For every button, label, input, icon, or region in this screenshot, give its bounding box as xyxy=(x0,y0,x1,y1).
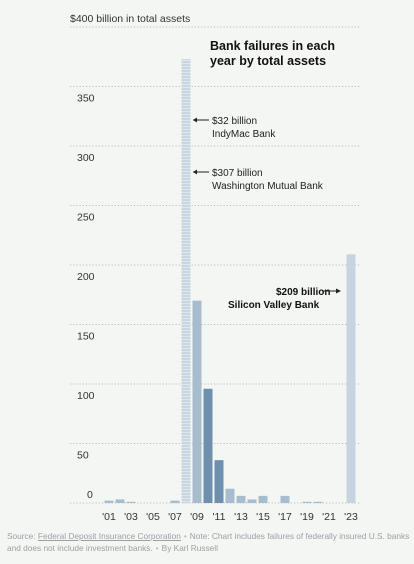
bar-2008 xyxy=(181,59,191,503)
bar-2009 xyxy=(192,300,202,503)
bar-2002 xyxy=(115,499,125,503)
annotation-indymac: $32 billion IndyMac Bank xyxy=(193,116,276,140)
bar-2014 xyxy=(247,499,257,503)
annotation-svb-value: $209 billion xyxy=(276,287,330,298)
chart-title-line-2: year by total assets xyxy=(210,54,326,68)
y-tick-label: 300 xyxy=(77,152,95,164)
y-tick-labels: 50 100 150 200 250 300 350 0 xyxy=(77,93,95,502)
x-tick-label: '17 xyxy=(278,511,292,523)
x-tick-labels: '01 '03 '05 '07 '09 '11 '13 '15 '17 '19 '21 '23 xyxy=(102,511,358,523)
bar-2003 xyxy=(126,501,136,503)
footer-note: Note: Chart includes failures of federal… xyxy=(7,531,410,553)
bar-2007 xyxy=(170,500,180,503)
annotation-wamu-bank: Washington Mutual Bank xyxy=(212,181,324,192)
y-tick-label: 250 xyxy=(77,212,95,224)
bar-2011 xyxy=(214,460,224,503)
y-tick-label: 150 xyxy=(77,331,95,343)
annotation-wamu: $307 billion Washington Mutual Bank xyxy=(193,168,324,192)
x-tick-label: '09 xyxy=(190,511,204,523)
x-tick-label: '21 xyxy=(322,511,336,523)
bar-2019 xyxy=(302,501,312,503)
annotation-indymac-bank: IndyMac Bank xyxy=(212,129,276,140)
annotation-wamu-value: $307 billion xyxy=(212,168,263,179)
byline: By Karl Russell xyxy=(161,543,218,553)
y-tick-label: 100 xyxy=(77,390,95,402)
annotation-svb-bank: Silicon Valley Bank xyxy=(228,300,320,311)
x-tick-label: '19 xyxy=(300,511,314,523)
x-tick-label: '01 xyxy=(102,511,116,523)
bar-2012 xyxy=(225,488,235,503)
y-tick-label: 350 xyxy=(77,93,95,105)
x-tick-label: '15 xyxy=(256,511,270,523)
x-tick-label: '23 xyxy=(344,511,358,523)
annotation-svb: $209 billion Silicon Valley Bank xyxy=(228,287,341,311)
bar-2017 xyxy=(280,495,290,503)
footer: Source: Federal Deposit Insurance Corpor… xyxy=(7,531,410,553)
bar-2015 xyxy=(258,495,268,503)
bar-2020 xyxy=(313,501,323,503)
x-tick-label: '11 xyxy=(213,511,226,523)
x-tick-label: '07 xyxy=(168,511,182,523)
source-label: Source: xyxy=(7,531,36,541)
y-tick-label: 200 xyxy=(77,271,95,283)
y-unit-label: $400 billion in total assets xyxy=(70,13,190,25)
chart-title-line-1: Bank failures in each xyxy=(210,39,335,53)
bar-2001 xyxy=(104,500,114,503)
x-tick-label: '03 xyxy=(124,511,138,523)
x-tick-label: '13 xyxy=(234,511,248,523)
y-tick-label: 50 xyxy=(77,450,89,462)
x-tick-label: '05 xyxy=(146,511,160,523)
bar-2023 xyxy=(346,254,356,503)
bars xyxy=(104,59,356,503)
bar-2010 xyxy=(203,388,213,503)
y-tick-label: 0 xyxy=(87,489,93,501)
gridlines xyxy=(70,26,360,504)
annotation-indymac-value: $32 billion xyxy=(212,116,257,127)
bank-failures-chart: 50 100 150 200 250 300 350 0 '01 '03 '05 '07 '09 '11… xyxy=(70,13,360,523)
bar-2013 xyxy=(236,495,246,503)
source-link[interactable]: Federal Deposit Insurance Corporation xyxy=(37,531,181,541)
